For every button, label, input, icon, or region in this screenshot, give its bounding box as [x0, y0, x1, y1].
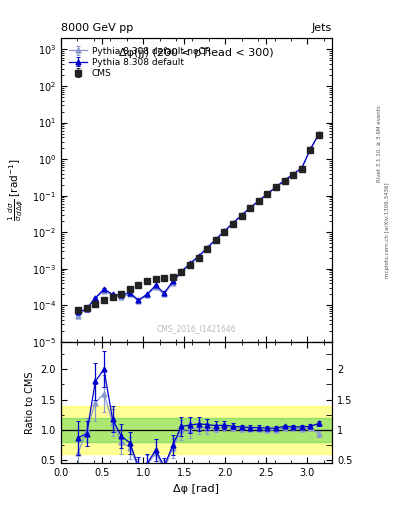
Text: 8000 GeV pp: 8000 GeV pp [61, 23, 133, 33]
Text: Δφ(jj) (200 < pTlead < 300): Δφ(jj) (200 < pTlead < 300) [119, 48, 274, 57]
Text: mcplots.cern.ch [arXiv:1306.3436]: mcplots.cern.ch [arXiv:1306.3436] [386, 183, 390, 278]
Y-axis label: $\frac{1}{\sigma}\frac{d\sigma}{d\Delta\phi}$ [rad$^{-1}$]: $\frac{1}{\sigma}\frac{d\sigma}{d\Delta\… [7, 159, 26, 221]
Text: CMS_2016_I1421646: CMS_2016_I1421646 [157, 324, 236, 333]
Text: Rivet 3.1.10, ≥ 3.6M events: Rivet 3.1.10, ≥ 3.6M events [377, 105, 382, 182]
Y-axis label: Ratio to CMS: Ratio to CMS [25, 371, 35, 434]
Legend: Pythia 8.308 default-noCR, Pythia 8.308 default, CMS: Pythia 8.308 default-noCR, Pythia 8.308 … [65, 43, 214, 81]
Bar [61, 406, 332, 454]
Text: Jets: Jets [312, 23, 332, 33]
X-axis label: Δφ [rad]: Δφ [rad] [173, 484, 220, 494]
Bar [61, 418, 332, 442]
